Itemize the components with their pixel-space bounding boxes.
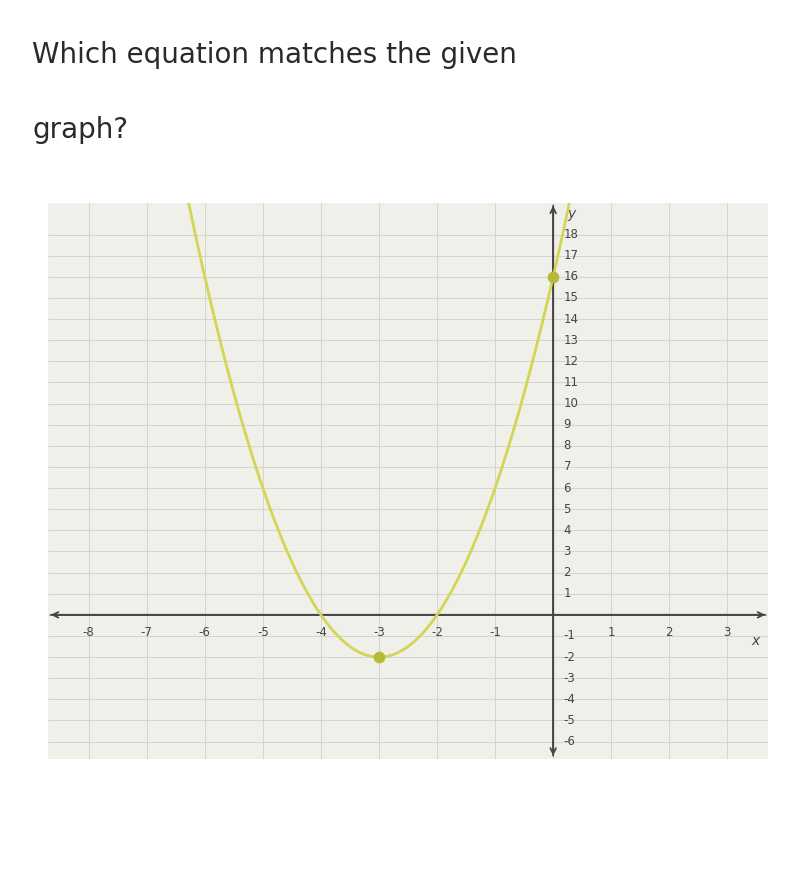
Text: -4: -4 — [564, 693, 575, 706]
Text: 1: 1 — [607, 626, 615, 639]
Text: 2: 2 — [564, 566, 571, 579]
Text: -2: -2 — [431, 626, 443, 639]
Text: 1: 1 — [564, 587, 571, 601]
Text: -6: -6 — [199, 626, 210, 639]
Text: 2: 2 — [666, 626, 673, 639]
Text: 3: 3 — [724, 626, 731, 639]
Text: -5: -5 — [564, 714, 575, 727]
Text: -8: -8 — [82, 626, 94, 639]
Text: -7: -7 — [141, 626, 153, 639]
Text: 14: 14 — [564, 312, 578, 325]
Text: -1: -1 — [564, 630, 575, 642]
Text: 8: 8 — [564, 439, 571, 452]
Text: 6: 6 — [564, 482, 571, 495]
Text: 5: 5 — [564, 503, 571, 516]
Text: 17: 17 — [564, 250, 578, 262]
Text: Which equation matches the given: Which equation matches the given — [32, 41, 517, 70]
Text: graph?: graph? — [32, 116, 128, 144]
Text: -2: -2 — [564, 651, 575, 663]
Point — [373, 650, 386, 664]
Text: 9: 9 — [564, 418, 571, 431]
Text: -6: -6 — [564, 735, 575, 748]
Text: -4: -4 — [315, 626, 327, 639]
Text: -3: -3 — [373, 626, 385, 639]
Text: 10: 10 — [564, 397, 578, 410]
Text: y: y — [568, 207, 576, 221]
Text: 4: 4 — [564, 524, 571, 537]
Text: 15: 15 — [564, 291, 578, 304]
Text: 16: 16 — [564, 270, 578, 283]
Text: 18: 18 — [564, 228, 578, 241]
Text: -5: -5 — [257, 626, 269, 639]
Text: 11: 11 — [564, 376, 578, 389]
Text: 3: 3 — [564, 545, 571, 558]
Text: -1: -1 — [489, 626, 501, 639]
Point — [546, 270, 559, 284]
Text: -3: -3 — [564, 672, 575, 684]
Text: 12: 12 — [564, 355, 578, 368]
Text: x: x — [751, 634, 759, 648]
Text: 13: 13 — [564, 333, 578, 347]
Text: 7: 7 — [564, 460, 571, 474]
